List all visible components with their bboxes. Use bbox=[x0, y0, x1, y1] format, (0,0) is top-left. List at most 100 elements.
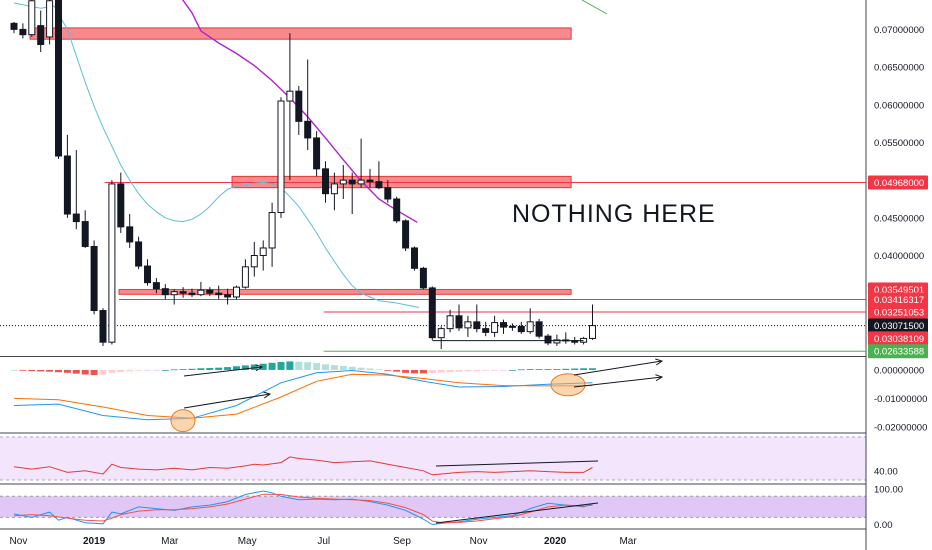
candle-up bbox=[437, 328, 445, 339]
macd-histogram-bar bbox=[144, 369, 151, 371]
macd-histogram-bar bbox=[295, 361, 303, 370]
macd-histogram-bar bbox=[19, 369, 27, 371]
candle-down bbox=[161, 288, 169, 296]
candle-up bbox=[464, 321, 472, 329]
macd-histogram-bar bbox=[304, 362, 312, 370]
resistance-zone bbox=[118, 288, 572, 295]
macd-histogram-bar bbox=[179, 369, 187, 370]
candle-down bbox=[419, 267, 427, 289]
stoch-tick-label: 0.00 bbox=[874, 520, 893, 531]
macd-histogram-bar bbox=[589, 368, 596, 370]
macd-histogram-bar bbox=[72, 369, 80, 374]
candle-down bbox=[90, 245, 98, 312]
stoch-tick-label: 100.00 bbox=[874, 485, 903, 496]
macd-histogram-bar bbox=[277, 361, 285, 370]
macd-histogram-bar bbox=[580, 368, 588, 370]
candle-up bbox=[197, 289, 205, 296]
macd-histogram-bar bbox=[322, 364, 329, 370]
candle-down bbox=[473, 321, 481, 330]
rsi-tick-label: 40.00 bbox=[874, 466, 898, 477]
macd-histogram-bar bbox=[28, 369, 36, 372]
macd-histogram-bar bbox=[188, 368, 196, 370]
time-tick-label: Nov bbox=[470, 536, 488, 547]
ma-slow-line bbox=[181, 0, 418, 223]
candle-up bbox=[170, 291, 178, 296]
drawings-layer bbox=[170, 340, 664, 524]
price-badge bbox=[868, 331, 928, 346]
candle-down bbox=[179, 291, 187, 294]
stoch-d-line bbox=[13, 493, 593, 524]
time-tick-label: 2019 bbox=[83, 536, 106, 547]
macd-histogram-bar bbox=[562, 368, 570, 370]
price-badge bbox=[868, 344, 928, 359]
candle-up bbox=[339, 179, 347, 185]
macd-histogram-bar bbox=[37, 369, 45, 372]
candle-down bbox=[500, 322, 507, 328]
price-tick-label: 0.06000000 bbox=[874, 100, 924, 111]
candle-down bbox=[152, 282, 160, 290]
price-badge bbox=[868, 304, 928, 319]
candle-down bbox=[224, 294, 232, 298]
time-tick-label: Mar bbox=[161, 536, 179, 547]
candle-down bbox=[304, 120, 312, 139]
price-badge bbox=[868, 318, 928, 333]
macd-histogram-bar bbox=[286, 361, 294, 370]
macd-histogram-bar bbox=[482, 369, 490, 371]
candle-down bbox=[99, 310, 107, 343]
macd-histogram-bar bbox=[357, 367, 365, 370]
candle-up bbox=[259, 247, 267, 257]
macd-histogram-bar bbox=[375, 369, 383, 371]
trend-arrow bbox=[573, 376, 663, 388]
moving-averages-layer bbox=[13, 0, 608, 308]
price-tick-label: 0.04000000 bbox=[874, 251, 924, 262]
candle-down bbox=[206, 289, 214, 294]
macd-histogram-bar bbox=[108, 369, 116, 373]
macd-tick-label: 0.00000000 bbox=[874, 365, 924, 376]
candle-up bbox=[277, 100, 285, 214]
zones-layer bbox=[29, 27, 572, 295]
macd-histogram-bar bbox=[535, 369, 543, 370]
macd-tick-label: -0.02000000 bbox=[874, 422, 927, 433]
hlines-layer bbox=[0, 182, 866, 352]
candle-down bbox=[63, 155, 71, 215]
macd-histogram-bar bbox=[241, 365, 249, 370]
time-tick-label: Nov bbox=[10, 536, 28, 547]
candle-up bbox=[526, 321, 534, 333]
candle-down bbox=[322, 168, 329, 195]
rsi-divergence-line bbox=[435, 460, 599, 467]
macd-tick-label: -0.01000000 bbox=[874, 394, 927, 405]
price-badge-label: 0.03071500 bbox=[874, 321, 924, 332]
macd-histogram-bar bbox=[170, 369, 178, 371]
macd-histogram-bar bbox=[259, 363, 267, 370]
macd-histogram-bar bbox=[152, 369, 160, 371]
macd-histogram-bar bbox=[571, 368, 579, 370]
macd-histogram-bar bbox=[339, 365, 347, 370]
macd-histogram-bar bbox=[268, 362, 276, 370]
candle-down bbox=[411, 247, 418, 269]
candle-down bbox=[428, 287, 436, 339]
macd-histogram-bar bbox=[491, 369, 499, 371]
candle-up bbox=[491, 322, 499, 333]
macd-histogram-bar bbox=[393, 369, 401, 372]
candle-down bbox=[535, 321, 543, 337]
ma-fast-line bbox=[13, 2, 419, 308]
macd-histogram-bar bbox=[473, 369, 481, 372]
candle-up bbox=[233, 286, 240, 298]
time-tick-label: 2020 bbox=[544, 536, 567, 547]
candle-down bbox=[393, 198, 401, 222]
green-trend-segment bbox=[581, 0, 608, 15]
candle-down bbox=[313, 137, 321, 170]
arrowhead bbox=[255, 364, 264, 372]
price-badge-label: 0.03416317 bbox=[874, 295, 924, 306]
macd-histogram-bar bbox=[46, 369, 54, 372]
price-badge-label: 0.04968000 bbox=[874, 178, 924, 189]
macd-histogram-bar bbox=[517, 369, 525, 371]
price-badge-label: 0.03549501 bbox=[874, 285, 924, 296]
rsi-line bbox=[13, 456, 593, 476]
macd-histogram-bar bbox=[206, 367, 214, 370]
rsi-band bbox=[0, 437, 866, 480]
candle-down bbox=[295, 90, 303, 122]
macd-histogram-bar bbox=[419, 369, 427, 374]
